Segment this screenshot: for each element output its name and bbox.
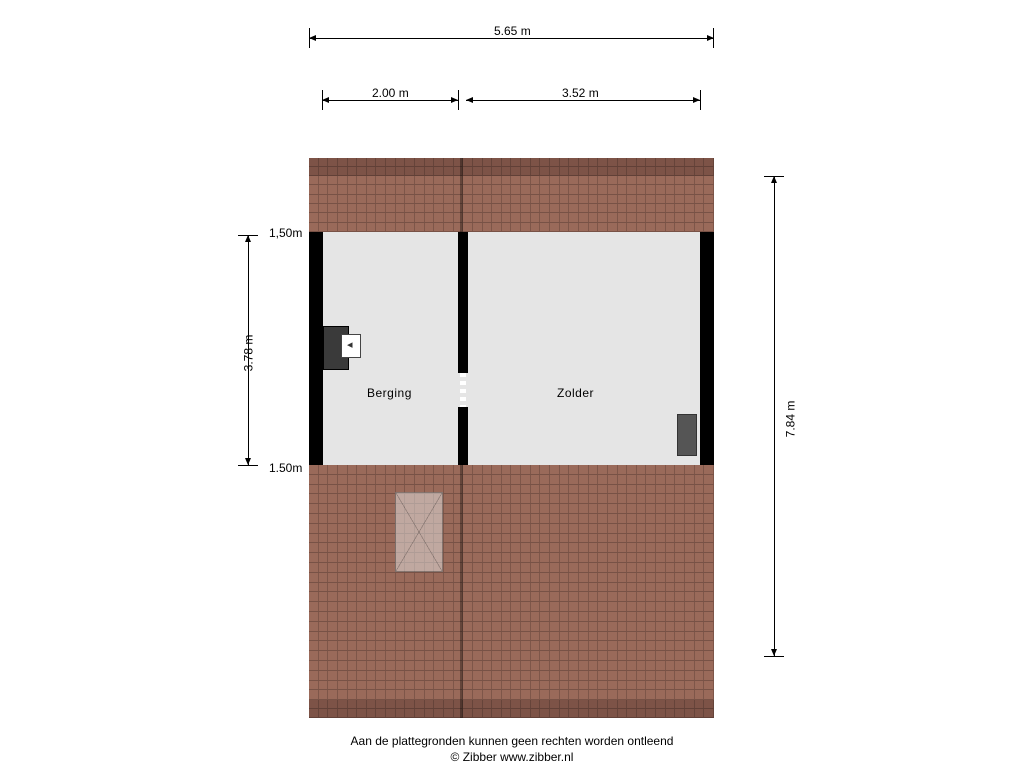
skylight-icon [395,492,443,572]
door-icon [460,373,466,407]
dim-label-wall-top: 1,50m [269,226,302,240]
dim-label-total-height: 7.84 m [783,401,797,438]
wall-partition [458,232,468,465]
footer-line-1: Aan de plattegronden kunnen geen rechten… [0,734,1024,748]
dim-arrow-total-height [774,176,775,656]
dim-tick [238,465,258,466]
dim-arrow-berging-width [322,100,458,101]
roof-bottom [309,465,714,700]
radiator-icon [677,414,697,456]
roof-ridge-top [309,158,714,176]
room-label-zolder: Zolder [557,386,594,400]
dim-label-berging-width: 2.00 m [372,86,409,100]
dim-label-room-height: 3.78 m [241,335,255,372]
room-label-berging: Berging [367,386,412,400]
dim-arrow-zolder-width [466,100,700,101]
wall-left [309,232,323,465]
footer-line-2: © Zibber www.zibber.nl [0,750,1024,764]
room-zolder [468,232,700,465]
dim-label-zolder-width: 3.52 m [562,86,599,100]
floorplan: Berging Zolder [309,158,714,718]
wall-right [700,232,714,465]
dim-tick [458,90,459,110]
roof-top [309,176,714,232]
floorplan-container: 5.65 m 2.00 m 3.52 m 7.84 m 3.78 m 1,50m… [0,0,1024,768]
dim-label-total-width: 5.65 m [494,24,531,38]
dim-tick [700,90,701,110]
dim-tick [764,656,784,657]
boiler-unit-icon [341,334,361,358]
dim-label-wall-bottom: 1.50m [269,461,302,475]
dim-arrow-total-width [309,38,714,39]
roof-ridge-bottom [309,700,714,718]
